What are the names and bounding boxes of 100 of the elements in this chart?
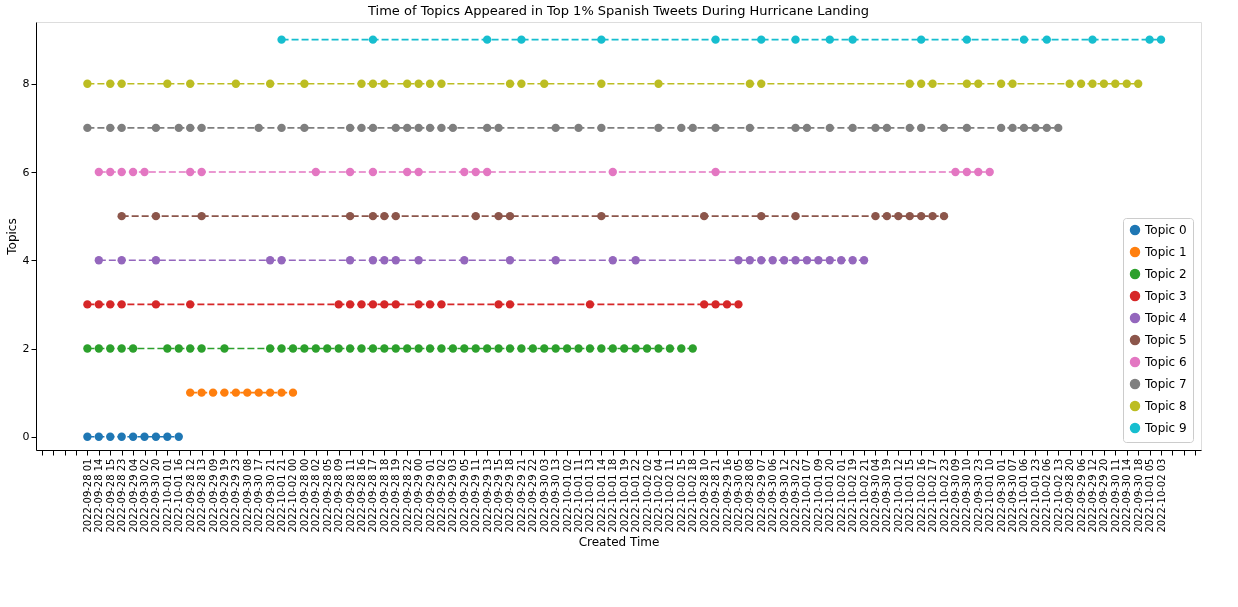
y-axis-title: Topics: [4, 218, 19, 256]
x-tick-label: 2022-10-01 09: [812, 458, 824, 533]
x-tick-label: 2022-10-02 11: [664, 458, 676, 533]
x-tick-label: 2022-10-01 07: [801, 458, 813, 533]
x-tick-label: 2022-09-29 05: [458, 458, 470, 533]
x-tick-label: 2022-09-28 19: [390, 458, 402, 533]
x-tick-label: 2022-10-02 04: [652, 458, 664, 533]
x-tick-label: 2022-09-30 21: [264, 458, 276, 533]
point: [1134, 79, 1143, 88]
x-tick-label: 2022-09-29 11: [470, 458, 482, 533]
x-tick-label: 2022-10-01 16: [173, 458, 185, 533]
legend-label: Topic 2: [1144, 267, 1187, 281]
point: [985, 167, 994, 177]
point: [562, 344, 572, 353]
x-tick-label: 2022-09-28 20: [1064, 458, 1076, 533]
legend-label: Topic 7: [1144, 377, 1187, 391]
legend-label: Topic 6: [1144, 355, 1187, 369]
x-tick-label: 2022-09-30 14: [1121, 458, 1133, 533]
x-tick-label: 2022-09-29 09: [207, 458, 219, 533]
x-tick-label: 2022-10-01 02: [561, 458, 573, 533]
x-tick-label: 2022-10-01 11: [573, 458, 585, 533]
x-tick-label: 2022-09-29 00: [413, 458, 425, 533]
point: [1054, 123, 1063, 133]
x-tick-label: 2022-09-28 22: [401, 458, 413, 533]
x-tick-label: 2022-09-30 10: [961, 458, 973, 533]
point: [505, 300, 515, 309]
x-tick-label: 2022-09-28 15: [104, 458, 116, 533]
x-tick-label: 2022-09-29 18: [504, 458, 516, 533]
x-tick-label: 2022-10-01 19: [618, 458, 630, 533]
x-tick-label: 2022-10-02 19: [847, 458, 859, 533]
x-tick-label: 2022-10-01 15: [904, 458, 916, 533]
x-tick-label: 2022-10-02 16: [915, 458, 927, 533]
x-tick-label: 2022-09-30 13: [550, 458, 562, 533]
point: [277, 35, 286, 44]
point: [288, 344, 298, 353]
x-tick-label: 2022-09-28 10: [698, 458, 710, 533]
x-tick-label: 2022-09-30 06: [767, 458, 779, 533]
x-tick-label: 2022-09-29 07: [755, 458, 767, 533]
legend-label: Topic 8: [1144, 399, 1187, 413]
point: [368, 35, 378, 44]
point: [722, 300, 732, 309]
x-tick-label: 2022-09-28 09: [333, 458, 345, 533]
x-tick-label: 2022-10-02 13: [1052, 458, 1064, 533]
legend-label: Topic 3: [1144, 289, 1187, 303]
x-tick-label: 2022-09-30 05: [732, 458, 744, 533]
legend-label: Topic 5: [1144, 333, 1187, 347]
x-tick-label: 2022-10-01 13: [584, 458, 596, 533]
x-tick-label: 2022-09-28 11: [344, 458, 356, 533]
legend-label: Topic 4: [1144, 311, 1187, 325]
x-tick-label: 2022-09-30 07: [1007, 458, 1019, 533]
x-tick-label: 2022-10-02 02: [641, 458, 653, 533]
x-tick-label: 2022-10-02 01: [835, 458, 847, 533]
x-tick-label: 2022-09-28 08: [744, 458, 756, 533]
x-tick-label: 2022-10-01 21: [276, 458, 288, 533]
x-tick-label: 2022-09-29 21: [515, 458, 527, 533]
x-tick-label: 2022-10-01 22: [630, 458, 642, 533]
point: [288, 388, 298, 397]
x-tick-label: 2022-10-02 18: [687, 458, 699, 533]
x-tick-label: 2022-09-30 23: [972, 458, 984, 533]
x-tick-label: 2022-09-30 17: [253, 458, 265, 533]
x-tick-label: 2022-10-01 14: [595, 458, 607, 533]
legend-label: Topic 1: [1144, 245, 1187, 259]
x-tick-label: 2022-10-02 06: [1041, 458, 1053, 533]
x-tick-label: 2022-10-02 00: [287, 458, 299, 533]
y-tick-label: 2: [22, 342, 30, 356]
x-tick-label: 2022-10-01 20: [824, 458, 836, 533]
x-tick-label: 2022-09-29 02: [435, 458, 447, 533]
x-tick-label: 2022-10-02 15: [675, 458, 687, 533]
x-tick-label: 2022-09-30 09: [949, 458, 961, 533]
x-tick-label: 2022-09-30 18: [1132, 458, 1144, 533]
x-tick-label: 2022-10-01 01: [161, 458, 173, 533]
x-tick-label: 2022-09-29 23: [230, 458, 242, 533]
x-tick-label: 2022-09-28 13: [196, 458, 208, 533]
point: [368, 344, 378, 353]
x-tick-label: 2022-09-28 00: [298, 458, 310, 533]
x-tick-label: 2022-10-01 12: [892, 458, 904, 533]
x-tick-label: 2022-10-01 23: [1029, 458, 1041, 533]
point: [128, 344, 138, 353]
y-tick-label: 0: [22, 430, 30, 444]
x-tick-label: 2022-09-29 03: [447, 458, 459, 533]
x-tick-label: 2022-09-29 19: [218, 458, 230, 533]
x-tick-label: 2022-09-28 01: [81, 458, 93, 533]
x-tick-label: 2022-09-29 01: [424, 458, 436, 533]
x-tick-label: 2022-09-29 13: [481, 458, 493, 533]
x-tick-label: 2022-09-30 08: [241, 458, 253, 533]
x-tick-label: 2022-09-28 16: [356, 458, 368, 533]
point: [368, 300, 378, 309]
x-tick-label: 2022-10-02 21: [858, 458, 870, 533]
legend-label: Topic 0: [1144, 223, 1187, 237]
x-tick-label: 2022-09-28 17: [367, 458, 379, 533]
point: [186, 388, 195, 397]
x-tick-label: 2022-09-30 01: [995, 458, 1007, 533]
x-tick-label: 2022-09-30 02: [139, 458, 150, 533]
legend-label: Topic 9: [1144, 421, 1187, 435]
x-tick-label: 2022-09-30 22: [790, 458, 802, 533]
x-tick-label: 2022-09-28 21: [710, 458, 722, 533]
x-tick-label: 2022-10-01 18: [607, 458, 619, 533]
x-tick-label: 2022-09-28 23: [116, 458, 128, 533]
y-tick-label: 4: [22, 253, 30, 267]
x-tick-label: 2022-09-29 06: [1075, 458, 1087, 533]
